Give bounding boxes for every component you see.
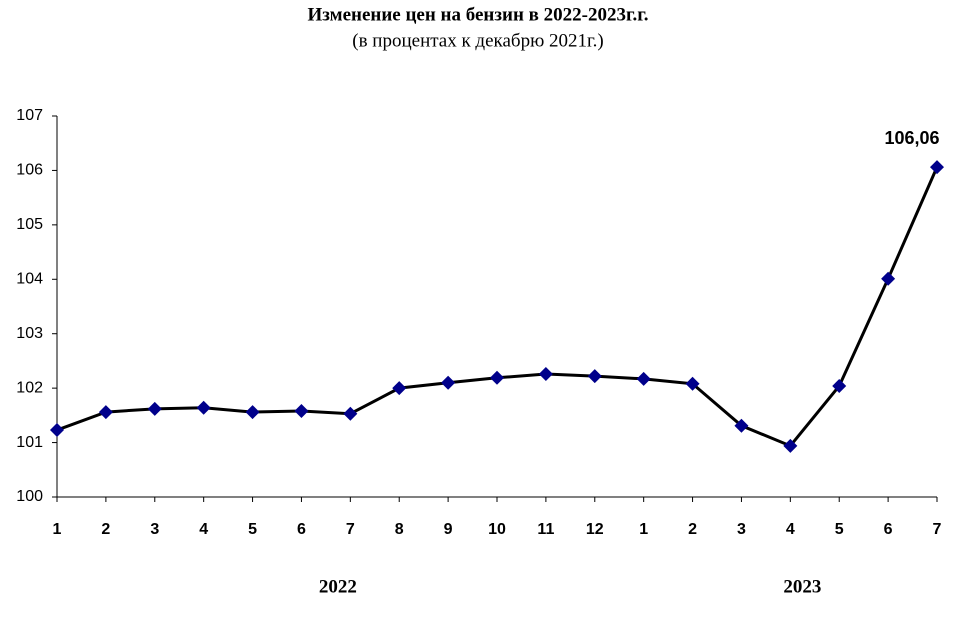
marker <box>490 370 504 385</box>
y-tick-label: 104 <box>16 271 43 288</box>
x-tick-label: 5 <box>248 521 257 538</box>
marker <box>636 371 651 386</box>
x-tick-label: 2 <box>101 521 110 538</box>
x-tick-label: 11 <box>537 521 554 538</box>
y-tick-label: 101 <box>16 434 43 451</box>
chart-subtitle: (в процентах к декабрю 2021г.) <box>352 30 604 51</box>
x-tick-label: 3 <box>737 521 746 538</box>
x-tick-label: 2 <box>688 521 697 538</box>
marker <box>832 378 847 393</box>
marker <box>343 406 358 421</box>
y-tick-label: 100 <box>16 488 43 505</box>
x-tick-label: 10 <box>488 521 506 538</box>
marker <box>538 366 553 381</box>
x-tick-label: 7 <box>933 521 942 538</box>
marker <box>294 404 309 419</box>
marker <box>783 438 798 453</box>
group-label: 2023 <box>783 576 821 597</box>
x-tick-label: 6 <box>297 521 306 538</box>
x-tick-label: 1 <box>53 521 62 538</box>
marker <box>881 271 896 286</box>
y-tick-label: 107 <box>16 107 43 124</box>
y-tick-label: 103 <box>16 325 43 342</box>
marker <box>930 160 944 175</box>
marker <box>441 375 456 390</box>
x-tick-label: 4 <box>199 521 208 538</box>
x-tick-label: 4 <box>786 521 795 538</box>
y-tick-label: 102 <box>16 379 43 396</box>
x-tick-label: 12 <box>586 521 604 538</box>
x-tick-label: 6 <box>884 521 893 538</box>
x-tick-label: 8 <box>395 521 404 538</box>
group-label: 2022 <box>319 576 357 597</box>
marker <box>147 401 162 416</box>
y-tick-label: 105 <box>16 216 43 233</box>
marker <box>245 405 260 420</box>
series-line <box>56 166 939 448</box>
marker <box>587 369 602 384</box>
y-tick-label: 106 <box>16 162 43 179</box>
marker <box>196 400 211 415</box>
x-tick-label: 9 <box>444 521 453 538</box>
value-label: 106,06 <box>884 128 939 148</box>
marker <box>392 381 407 396</box>
x-tick-label: 1 <box>639 521 648 538</box>
marker <box>734 418 749 433</box>
marker <box>98 405 113 420</box>
x-tick-label: 7 <box>346 521 355 538</box>
marker <box>685 376 700 391</box>
chart-title: Изменение цен на бензин в 2022-2023г.г. <box>308 4 649 25</box>
x-tick-label: 3 <box>150 521 159 538</box>
marker <box>50 423 64 438</box>
x-tick-label: 5 <box>835 521 844 538</box>
